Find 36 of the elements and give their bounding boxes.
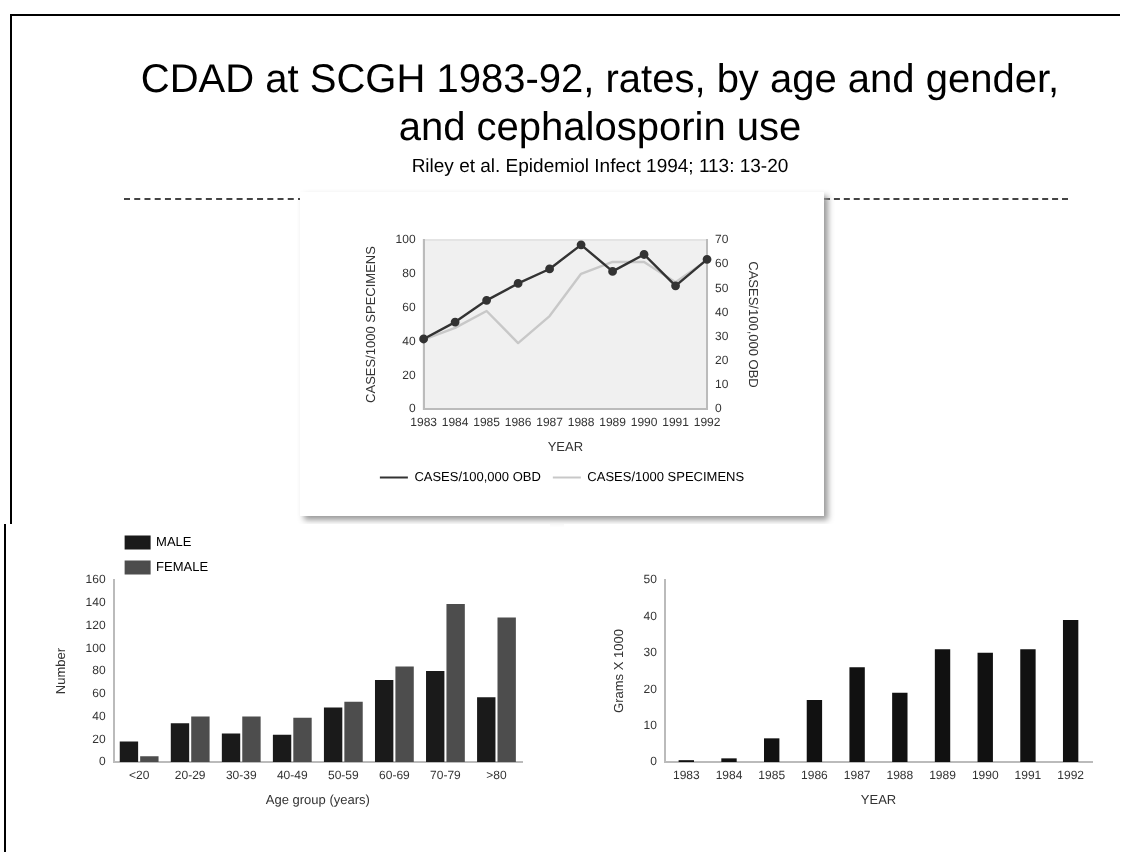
bar: [764, 738, 780, 762]
point: [545, 264, 554, 274]
point: [482, 295, 492, 305]
point: [450, 317, 460, 327]
bar: [272, 734, 292, 762]
point: [608, 266, 617, 276]
chart-title: CDAD at SCGH 1983-92, rates, by age and gender, and cephalosporin use: [138, 56, 1062, 152]
bar: [374, 680, 394, 762]
point: [702, 254, 712, 264]
bar: [170, 723, 190, 762]
bar: [344, 701, 363, 762]
point: [576, 240, 586, 250]
bar: [446, 603, 465, 762]
bar: [221, 733, 241, 762]
bar: [806, 700, 823, 762]
bar: [497, 617, 516, 762]
bar: [892, 692, 908, 762]
bar: [849, 667, 865, 762]
bar: [323, 707, 343, 762]
chart-subtitle: Riley et al. Epidemiol Infect 1994; 113: 13-20: [409, 156, 791, 178]
point: [513, 279, 523, 288]
bar: [140, 756, 159, 762]
bar: [242, 716, 261, 762]
bar: [934, 649, 951, 762]
bar: [119, 741, 139, 762]
bar: [191, 716, 210, 762]
bar: [293, 717, 312, 762]
point: [671, 281, 680, 291]
bar: [395, 666, 414, 762]
point: [419, 334, 429, 344]
bar: [977, 652, 993, 762]
bar: [1020, 649, 1036, 762]
point: [639, 250, 649, 259]
bar: [1062, 620, 1079, 762]
bar: [426, 671, 445, 762]
bar: [477, 697, 496, 762]
